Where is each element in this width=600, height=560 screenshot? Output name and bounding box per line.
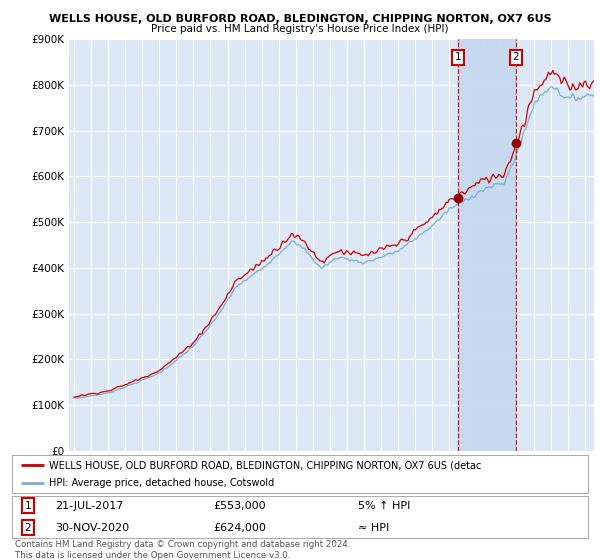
Text: WELLS HOUSE, OLD BURFORD ROAD, BLEDINGTON, CHIPPING NORTON, OX7 6US (detac: WELLS HOUSE, OLD BURFORD ROAD, BLEDINGTO…	[49, 460, 482, 470]
Text: £553,000: £553,000	[214, 501, 266, 511]
Text: ≈ HPI: ≈ HPI	[358, 522, 389, 533]
Text: 5% ↑ HPI: 5% ↑ HPI	[358, 501, 410, 511]
Text: Contains HM Land Registry data © Crown copyright and database right 2024.
This d: Contains HM Land Registry data © Crown c…	[15, 540, 350, 560]
Text: 30-NOV-2020: 30-NOV-2020	[55, 522, 130, 533]
Text: 1: 1	[455, 53, 461, 63]
Text: £624,000: £624,000	[214, 522, 266, 533]
Text: Price paid vs. HM Land Registry's House Price Index (HPI): Price paid vs. HM Land Registry's House …	[151, 24, 449, 34]
Text: 2: 2	[512, 53, 519, 63]
Text: 2: 2	[25, 522, 31, 533]
Text: HPI: Average price, detached house, Cotswold: HPI: Average price, detached house, Cots…	[49, 478, 275, 488]
Bar	[458, 39, 516, 451]
Text: 1: 1	[25, 501, 31, 511]
Text: WELLS HOUSE, OLD BURFORD ROAD, BLEDINGTON, CHIPPING NORTON, OX7 6US: WELLS HOUSE, OLD BURFORD ROAD, BLEDINGTO…	[49, 14, 551, 24]
Text: 21-JUL-2017: 21-JUL-2017	[55, 501, 124, 511]
